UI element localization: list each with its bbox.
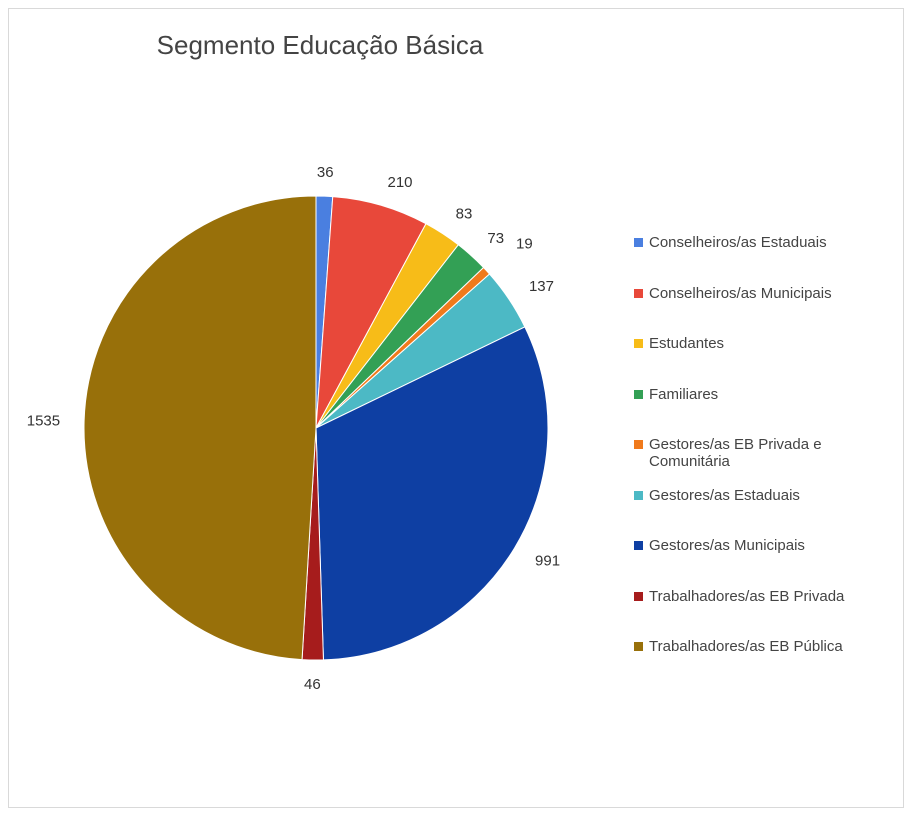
legend-item-4: Familiares bbox=[634, 386, 906, 403]
pie-slice-9 bbox=[83, 195, 317, 661]
legend-item-3: Estudantes bbox=[634, 335, 906, 352]
legend-item-6: Gestores/as Estaduais bbox=[634, 487, 906, 504]
data-label-8: 46 bbox=[304, 676, 321, 693]
pie-data-labels: 36 210 83 73 19 137 991 46 1535 bbox=[27, 164, 560, 693]
legend-label: Conselheiros/as Estaduais bbox=[649, 234, 827, 251]
legend-swatch bbox=[634, 642, 643, 651]
legend-label: Estudantes bbox=[649, 335, 725, 352]
legend-label: Gestores/as EB Privada e Comunitária bbox=[649, 436, 822, 470]
legend-swatch bbox=[634, 339, 643, 348]
legend-item-7: Gestores/as Municipais bbox=[634, 537, 906, 554]
legend-label: Conselheiros/as Municipais bbox=[649, 284, 832, 302]
legend-swatch bbox=[634, 238, 643, 247]
legend-label: Trabalhadores/as EB Pública bbox=[649, 638, 843, 655]
legend-swatch bbox=[634, 591, 643, 601]
legend-label: Gestores/as Estaduais bbox=[649, 486, 800, 504]
legend-swatch bbox=[634, 541, 643, 550]
legend-item-5: Gestores/as EB Privada e Comunitária bbox=[634, 436, 906, 470]
legend-item-1: Conselheiros/as Estaduais bbox=[634, 234, 906, 251]
data-label-4: 73 bbox=[487, 230, 504, 247]
chart-title: Segmento Educação Básica bbox=[156, 30, 484, 60]
data-label-7: 991 bbox=[535, 552, 560, 569]
data-label-3: 83 bbox=[456, 205, 473, 222]
legend-swatch bbox=[634, 288, 643, 298]
pie-slice-7 bbox=[315, 326, 549, 661]
legend-label: Gestores/as Municipais bbox=[649, 537, 805, 554]
legend-swatch bbox=[634, 440, 643, 449]
data-label-2: 210 bbox=[387, 174, 412, 191]
data-label-6: 137 bbox=[529, 278, 554, 295]
pie-slices bbox=[83, 195, 549, 661]
data-label-9: 1535 bbox=[27, 412, 60, 429]
data-label-1: 36 bbox=[317, 164, 334, 181]
legend-swatch bbox=[634, 389, 643, 399]
legend-item-2: Conselheiros/as Municipais bbox=[634, 285, 906, 302]
legend-label: Trabalhadores/as EB Privada bbox=[649, 587, 845, 605]
data-label-5: 19 bbox=[516, 236, 533, 253]
legend-item-9: Trabalhadores/as EB Pública bbox=[634, 638, 906, 655]
legend-item-8: Trabalhadores/as EB Privada bbox=[634, 588, 906, 605]
legend-label: Familiares bbox=[649, 385, 719, 403]
legend-swatch bbox=[634, 490, 643, 500]
